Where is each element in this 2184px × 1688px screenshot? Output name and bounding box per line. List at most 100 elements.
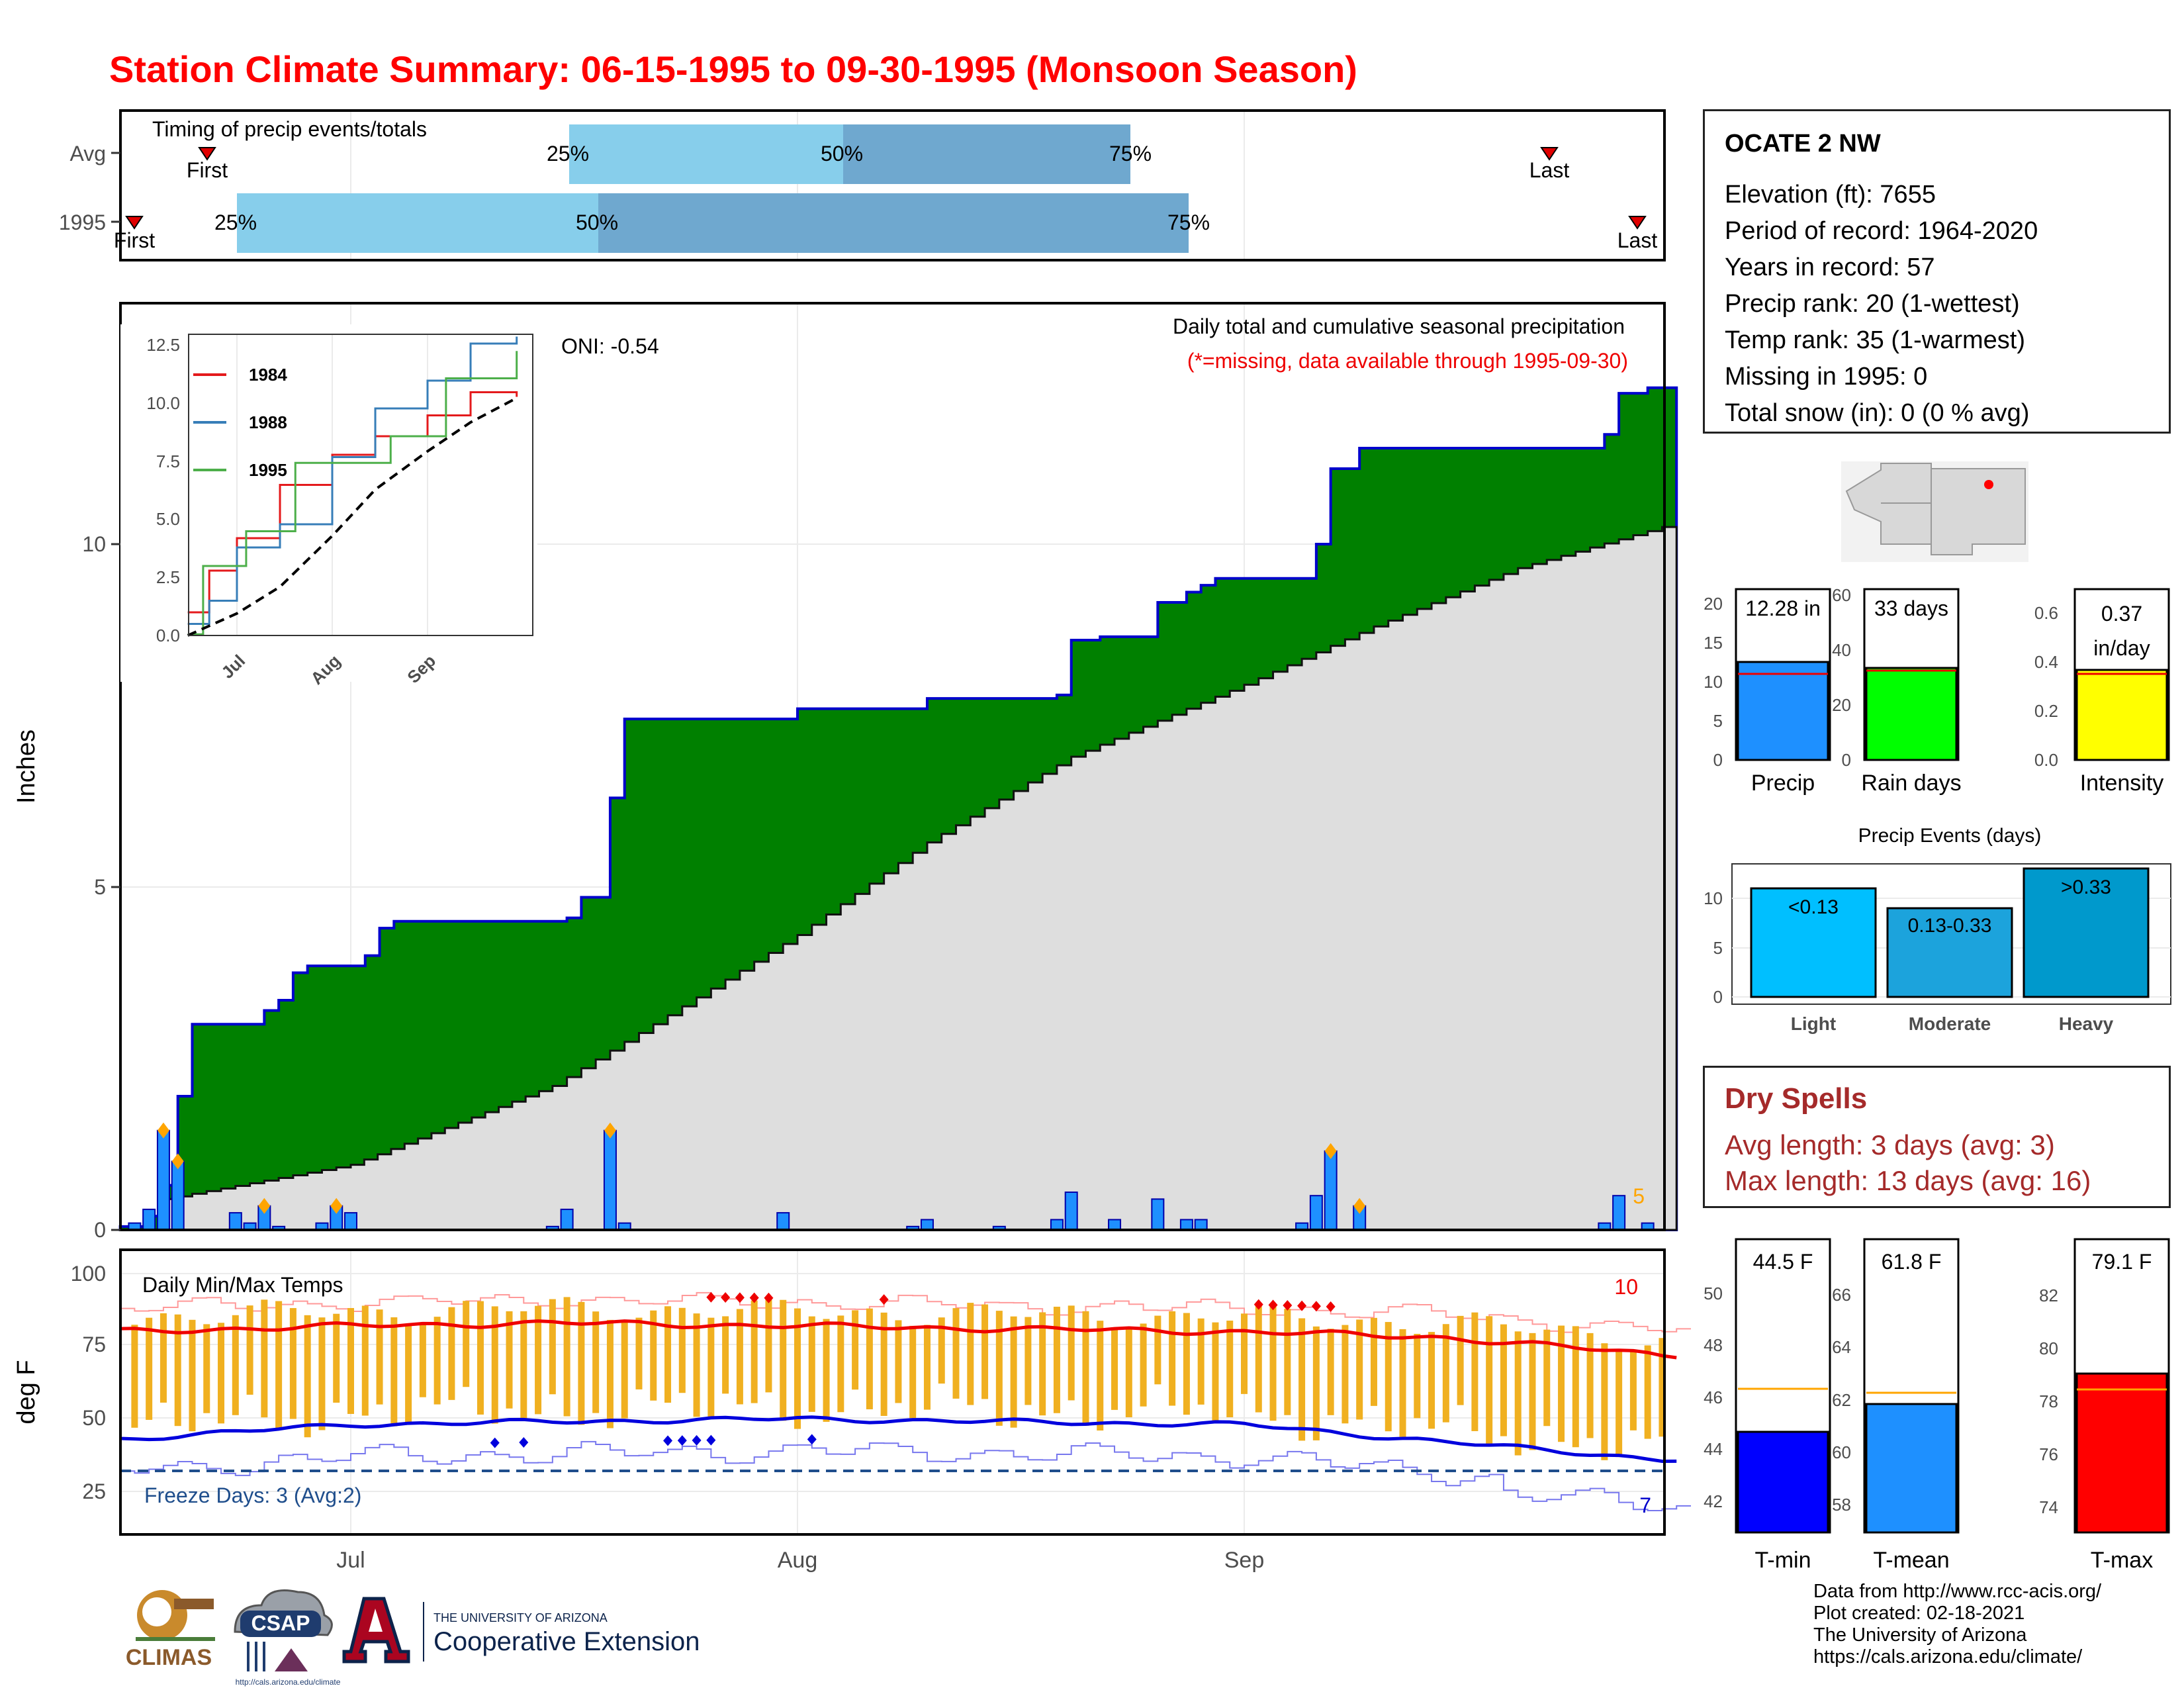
temp-range-bar bbox=[823, 1319, 830, 1422]
record-low-marker bbox=[807, 1434, 817, 1445]
temp-range-bar bbox=[895, 1320, 902, 1403]
temp-range-bar bbox=[1269, 1303, 1277, 1421]
temp-range-bar bbox=[146, 1317, 153, 1420]
1995-last-marker bbox=[1628, 216, 1647, 230]
avg-min-line bbox=[120, 1415, 1677, 1463]
temp-range-bar bbox=[520, 1311, 527, 1421]
temp-range-bar bbox=[707, 1317, 715, 1417]
temp-range-bar bbox=[1284, 1309, 1291, 1415]
tmean-tick: 64 bbox=[1832, 1337, 1851, 1357]
tmean-label: T-mean bbox=[1873, 1548, 1949, 1573]
avg-timing-bar-late bbox=[843, 124, 1130, 184]
cold-count-label: 7 bbox=[1639, 1493, 1651, 1517]
heavy-event-marker bbox=[330, 1197, 343, 1214]
logos: CLIMAS CSAP http://cals.arizona.edu/clim… bbox=[126, 1589, 700, 1687]
dry-spells-max: Max length: 13 days (avg: 16) bbox=[1725, 1165, 2091, 1196]
temp-range-bar bbox=[837, 1315, 844, 1413]
precip-bar bbox=[228, 1212, 242, 1231]
precip-bar bbox=[1324, 1150, 1338, 1231]
tmean-tick: 60 bbox=[1832, 1442, 1851, 1462]
1995-p75-label: 75% bbox=[1167, 211, 1210, 234]
temp-ylabel: deg F bbox=[13, 1360, 40, 1424]
temp-range-bar bbox=[246, 1305, 253, 1395]
mini-precip-tick: 20 bbox=[1704, 594, 1723, 614]
temp-grid bbox=[120, 1250, 1664, 1534]
temp-range-bar bbox=[318, 1317, 326, 1430]
ua-extension: Cooperative Extension bbox=[433, 1627, 700, 1656]
temp-range-bar bbox=[1010, 1316, 1017, 1428]
temp-range-bar bbox=[159, 1313, 167, 1403]
record-low-marker bbox=[692, 1434, 702, 1446]
dry-spells-title: Dry Spells bbox=[1725, 1082, 1868, 1115]
record-high-marker bbox=[1297, 1300, 1307, 1311]
mini-precip-tick: 15 bbox=[1704, 633, 1723, 653]
temp-range-bar bbox=[678, 1307, 686, 1393]
tmax-tick: 74 bbox=[2039, 1497, 2058, 1517]
inset-ytick-7: 7.5 bbox=[156, 451, 180, 471]
temp-range-bar bbox=[1053, 1307, 1060, 1413]
temp-range-bar bbox=[650, 1310, 657, 1401]
event-label-heavy: >0.33 bbox=[2061, 876, 2111, 898]
tmax-tick: 78 bbox=[2039, 1391, 2058, 1411]
temp-range-bar bbox=[1298, 1318, 1306, 1441]
events-title: Precip Events (days) bbox=[1858, 825, 2042, 847]
mini-precip-tick: 10 bbox=[1704, 672, 1723, 692]
temp-range-bar bbox=[491, 1306, 498, 1424]
temp-ytick-25: 25 bbox=[82, 1479, 106, 1503]
dry-spells-avg: Avg length: 3 days (avg: 3) bbox=[1725, 1129, 2055, 1160]
credit-university: The University of Arizona bbox=[1813, 1624, 2027, 1646]
inset-legend-1995: 1995 bbox=[249, 460, 287, 480]
precip-events-chart: Precip Events (days) <0.13 0.13-0.33 >0.… bbox=[1704, 825, 2171, 1034]
precip-bar bbox=[1064, 1192, 1078, 1231]
temp-range-bar bbox=[448, 1307, 455, 1400]
mini-raindays-value: 33 days bbox=[1874, 596, 1948, 620]
inset-ytick-10: 10.0 bbox=[146, 393, 180, 413]
temp-range-bar bbox=[433, 1317, 441, 1405]
tmax-tick: 80 bbox=[2039, 1338, 2058, 1358]
temp-range-bar bbox=[1212, 1322, 1219, 1423]
mini-precip-tick: 5 bbox=[1713, 711, 1723, 731]
tmean-value: 61.8 F bbox=[1882, 1250, 1942, 1274]
temp-range-bar bbox=[1356, 1319, 1363, 1420]
precip-ytick-5: 5 bbox=[94, 875, 106, 899]
mini-raindays-tick: 0 bbox=[1842, 750, 1851, 770]
record-high-marker bbox=[721, 1291, 731, 1303]
record-high-marker bbox=[1268, 1299, 1278, 1311]
precip-bar bbox=[1151, 1198, 1165, 1231]
event-bar-heavy bbox=[2023, 867, 2150, 998]
station-info-box: OCATE 2 NW Elevation (ft): 7655 Period o… bbox=[1703, 109, 2171, 434]
avg-p25-label: 25% bbox=[547, 142, 589, 165]
temp-range-bar bbox=[635, 1317, 643, 1389]
footer-credits: Data from http://www.rcc-acis.org/ Plot … bbox=[1813, 1581, 2101, 1668]
inset-chart: 1984 1988 1995 0.0 2.5 5.0 7.5 10.0 12.5… bbox=[120, 324, 537, 688]
heavy-event-marker bbox=[157, 1122, 169, 1139]
temp-range-bar bbox=[1370, 1317, 1377, 1406]
temp-range-bar bbox=[477, 1301, 484, 1415]
event-cat-light: Light bbox=[1791, 1013, 1836, 1034]
mini-raindays-bar bbox=[1865, 667, 1958, 761]
temp-range-bar bbox=[1327, 1329, 1334, 1415]
temp-range-bar bbox=[995, 1311, 1003, 1426]
precip-bar bbox=[1050, 1219, 1064, 1231]
precip-ytick-10: 10 bbox=[82, 532, 106, 556]
temp-range-bar bbox=[1125, 1329, 1132, 1417]
credit-url: https://cals.arizona.edu/climate/ bbox=[1813, 1646, 2083, 1667]
record-low-marker bbox=[490, 1437, 500, 1448]
temp-range-bar bbox=[1558, 1325, 1565, 1442]
temp-range-bar bbox=[419, 1323, 426, 1397]
record-min-line bbox=[120, 1440, 1691, 1511]
heavy-event-marker bbox=[1324, 1143, 1337, 1159]
temp-ytick-50: 50 bbox=[82, 1406, 106, 1430]
temp-range-bar bbox=[866, 1308, 873, 1409]
station-elevation: Elevation (ft): 7655 bbox=[1725, 181, 1936, 209]
temp-range-bar bbox=[1312, 1326, 1320, 1440]
tmax-label: T-max bbox=[2091, 1548, 2153, 1573]
mini-raindays-tick: 40 bbox=[1832, 640, 1851, 660]
record-high-marker bbox=[1253, 1299, 1263, 1310]
precip-ylabel: Inches bbox=[13, 729, 40, 804]
mini-raindays-chart: 33 days 0 20 40 60 Rain days bbox=[1832, 585, 1962, 796]
temp-ytick-75: 75 bbox=[82, 1333, 106, 1356]
precip-ytick-0: 0 bbox=[94, 1218, 106, 1242]
tmin-bar bbox=[1737, 1430, 1829, 1534]
mini-precip-value: 12.28 in bbox=[1745, 596, 1821, 620]
